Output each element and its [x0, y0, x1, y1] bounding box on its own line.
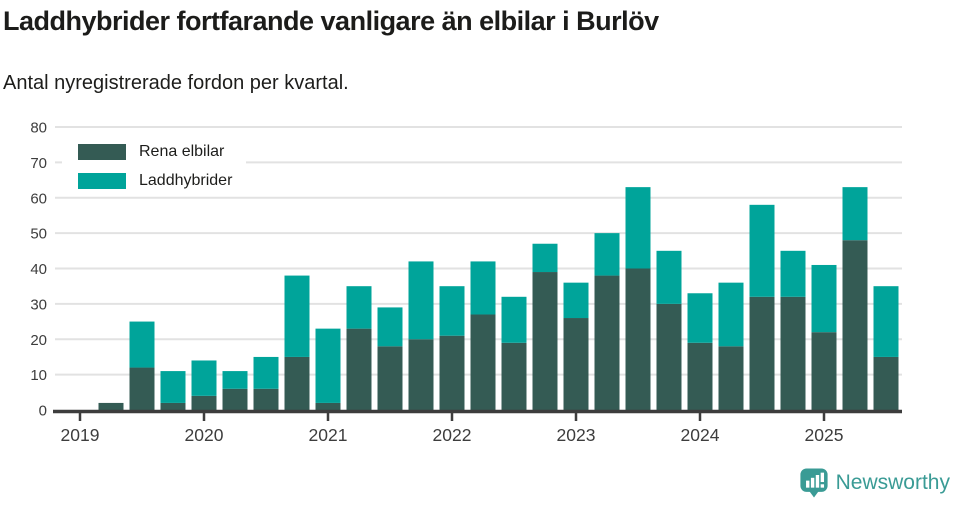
legend-label: Rena elbilar: [139, 143, 225, 160]
bar-segment: [191, 360, 217, 396]
bar-segment: [315, 328, 341, 403]
bar-segment: [718, 282, 744, 347]
legend: Rena elbilar Laddhybrider: [62, 137, 247, 196]
bar-segment: [780, 250, 806, 297]
bar-segment: [687, 342, 713, 410]
bar-segment: [594, 275, 620, 410]
bar-segment: [253, 388, 279, 410]
bar-segment: [718, 346, 744, 410]
bar-segment: [532, 243, 558, 273]
bar-segment: [563, 282, 589, 319]
bar-segment: [284, 356, 310, 410]
bar-segment: [656, 303, 682, 410]
bar-segment: [129, 321, 155, 368]
bar-segment: [780, 296, 806, 410]
y-axis-tick-label: 60: [30, 190, 47, 207]
y-axis-tick-label: 0: [39, 403, 47, 420]
bar-segment: [470, 314, 496, 410]
y-axis-tick-label: 20: [30, 332, 47, 349]
legend-label: Laddhybrider: [139, 172, 233, 189]
bar-segment: [501, 296, 527, 343]
newsworthy-logo-icon: [800, 468, 828, 498]
y-axis-tick-label: 70: [30, 155, 47, 172]
bar-segment: [129, 367, 155, 410]
bar-segment: [594, 233, 620, 276]
x-axis-tick-label: 2024: [681, 425, 720, 445]
bar-segment: [873, 286, 899, 357]
bar-segment: [377, 346, 403, 410]
legend-swatch-laddhybrider: [78, 173, 126, 189]
legend-item: Laddhybrider: [78, 172, 232, 190]
bar-segment: [408, 339, 434, 410]
brand-name: Newsworthy: [835, 470, 950, 494]
y-axis-tick-label: 80: [30, 120, 47, 137]
legend-swatch-rena-elbilar: [78, 144, 126, 160]
bar-segment: [346, 328, 372, 410]
bar-segment: [346, 286, 372, 329]
bar-segment: [222, 388, 248, 410]
bar-segment: [501, 342, 527, 410]
bar-segment: [377, 307, 403, 347]
legend-item: Rena elbilar: [78, 143, 232, 161]
bar-segment: [749, 204, 775, 297]
x-axis-tick-label: 2020: [185, 425, 224, 445]
bar-segment: [749, 296, 775, 410]
y-axis-tick-label: 10: [30, 367, 47, 384]
bar-segment: [842, 240, 868, 410]
bar-segment: [408, 261, 434, 340]
bar-segment: [191, 395, 217, 410]
bar-segment: [439, 335, 465, 410]
bar-segment: [315, 402, 341, 410]
bar-segment: [222, 371, 248, 389]
x-axis-tick-label: 2021: [309, 425, 348, 445]
bar-segment: [253, 356, 279, 389]
chart-title: Laddhybrider fortfarande vanligare än el…: [3, 6, 659, 36]
x-axis-tick-label: 2022: [433, 425, 472, 445]
bar-segment: [98, 402, 124, 410]
bar-segment: [625, 268, 651, 410]
bar-segment: [439, 286, 465, 336]
y-axis-tick-label: 30: [30, 296, 47, 313]
bar-segment: [160, 402, 186, 410]
bar-segment: [160, 371, 186, 403]
bar-segment: [563, 318, 589, 410]
x-axis-tick-label: 2025: [805, 425, 844, 445]
x-axis-tick-label: 2019: [61, 425, 100, 445]
bar-segment: [532, 272, 558, 410]
bar-segment: [811, 332, 837, 410]
y-axis-tick-label: 50: [30, 226, 47, 243]
bar-segment: [842, 187, 868, 241]
bar-segment: [625, 187, 651, 269]
bar-segment: [284, 275, 310, 357]
bar-segment: [873, 356, 899, 410]
x-axis-tick-label: 2023: [557, 425, 596, 445]
brand-logo: Newsworthy: [799, 467, 950, 498]
chart-subtitle: Antal nyregistrerade fordon per kvartal.: [3, 72, 349, 94]
bar-segment: [811, 264, 837, 333]
y-axis-tick-label: 40: [30, 261, 47, 278]
bar-segment: [687, 293, 713, 343]
bar-segment: [656, 250, 682, 304]
bar-segment: [470, 261, 496, 315]
